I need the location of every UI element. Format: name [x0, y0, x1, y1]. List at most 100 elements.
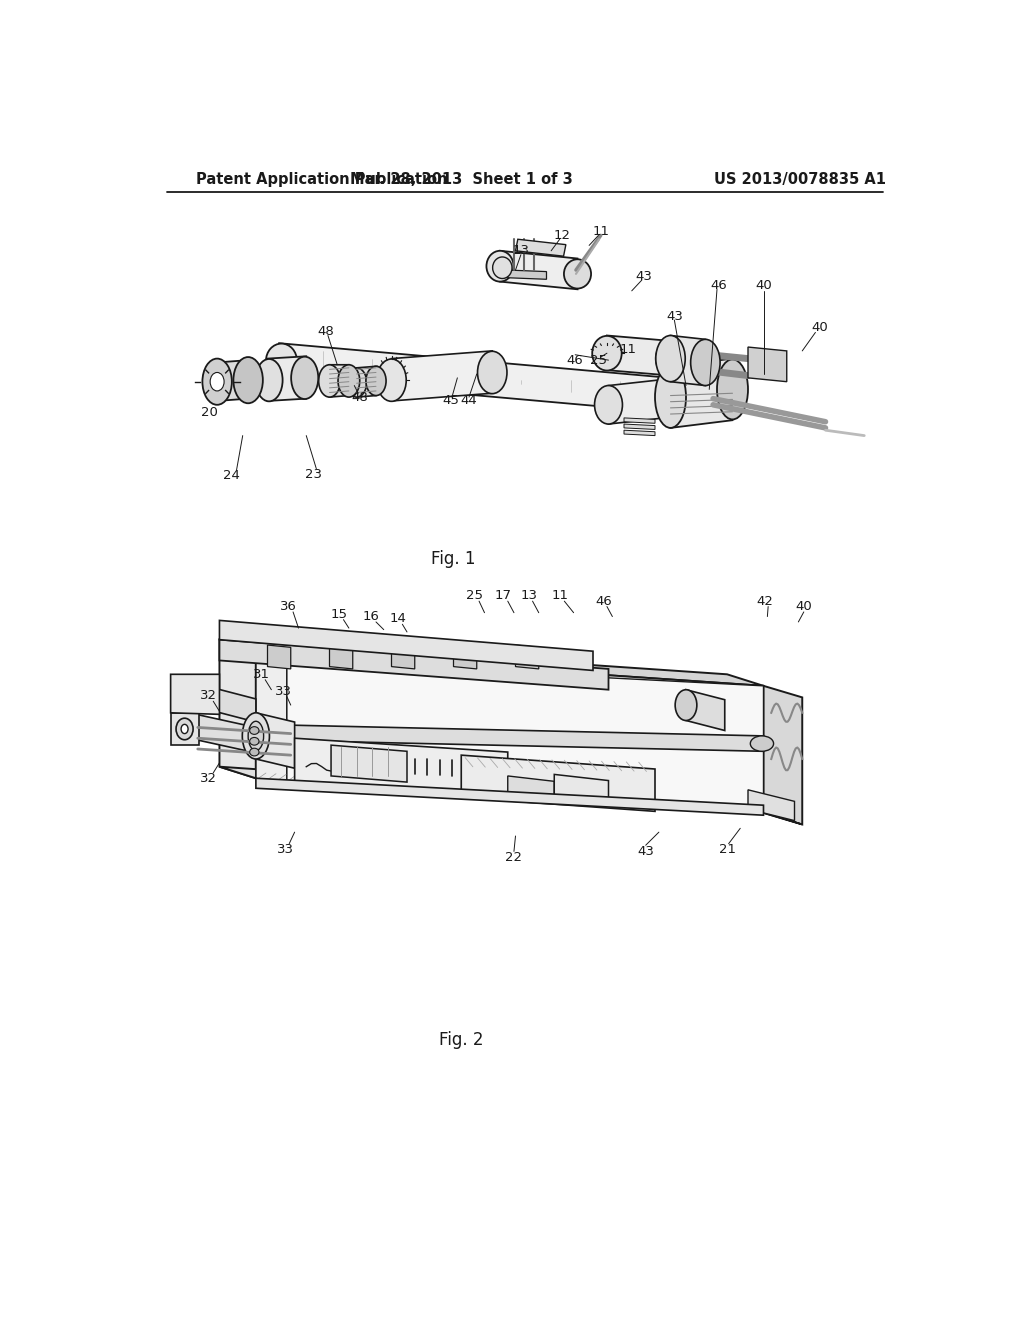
Polygon shape [171, 713, 200, 744]
Ellipse shape [486, 251, 514, 281]
Polygon shape [508, 776, 554, 801]
Text: 46: 46 [596, 594, 612, 607]
Polygon shape [256, 725, 764, 751]
Ellipse shape [176, 718, 194, 739]
Text: 17: 17 [495, 589, 512, 602]
Polygon shape [508, 271, 547, 280]
Ellipse shape [181, 682, 200, 705]
Text: Fig. 2: Fig. 2 [439, 1031, 483, 1049]
Text: 48: 48 [317, 325, 334, 338]
Polygon shape [515, 645, 539, 669]
Text: 48: 48 [351, 391, 368, 404]
Polygon shape [764, 686, 802, 825]
Text: 15: 15 [331, 607, 347, 620]
Polygon shape [219, 640, 256, 779]
Polygon shape [206, 686, 256, 722]
Ellipse shape [248, 721, 263, 751]
Polygon shape [280, 343, 713, 416]
Text: 46: 46 [711, 279, 727, 292]
Ellipse shape [477, 351, 507, 393]
Ellipse shape [655, 335, 685, 381]
Polygon shape [219, 640, 608, 689]
Polygon shape [554, 775, 608, 805]
Text: 36: 36 [280, 601, 297, 612]
Polygon shape [748, 347, 786, 381]
Text: 33: 33 [276, 843, 294, 857]
Ellipse shape [291, 356, 318, 399]
Polygon shape [686, 689, 725, 730]
Text: Fig. 1: Fig. 1 [431, 550, 476, 568]
Polygon shape [624, 430, 655, 436]
Text: 40: 40 [811, 321, 827, 334]
Ellipse shape [675, 690, 697, 721]
Text: 42: 42 [757, 594, 773, 607]
Polygon shape [330, 364, 349, 397]
Ellipse shape [366, 367, 386, 396]
Polygon shape [356, 367, 376, 397]
Text: 44: 44 [461, 395, 477, 408]
Ellipse shape [250, 738, 259, 744]
Ellipse shape [592, 335, 622, 371]
Ellipse shape [250, 726, 259, 734]
Text: 16: 16 [362, 610, 380, 623]
Polygon shape [267, 645, 291, 669]
Polygon shape [219, 767, 764, 813]
Ellipse shape [255, 359, 283, 401]
Polygon shape [671, 335, 706, 385]
Text: 22: 22 [506, 851, 522, 865]
Polygon shape [391, 645, 415, 669]
Polygon shape [256, 713, 295, 768]
Ellipse shape [233, 356, 263, 404]
Polygon shape [515, 239, 566, 256]
Text: Patent Application Publication: Patent Application Publication [197, 173, 447, 187]
Polygon shape [174, 678, 208, 709]
Ellipse shape [595, 385, 623, 424]
Text: 11: 11 [592, 224, 609, 238]
Polygon shape [171, 675, 219, 714]
Text: 46: 46 [567, 354, 584, 367]
Polygon shape [727, 801, 802, 825]
Ellipse shape [266, 343, 297, 379]
Polygon shape [500, 251, 578, 289]
Text: 24: 24 [222, 469, 240, 482]
Ellipse shape [751, 737, 773, 751]
Ellipse shape [346, 368, 367, 397]
Ellipse shape [564, 259, 591, 289]
Text: 21: 21 [719, 843, 735, 857]
Text: 11: 11 [620, 343, 636, 356]
Ellipse shape [655, 367, 686, 428]
Polygon shape [671, 359, 732, 428]
Text: 43: 43 [635, 269, 652, 282]
Text: Mar. 28, 2013  Sheet 1 of 3: Mar. 28, 2013 Sheet 1 of 3 [350, 173, 572, 187]
Polygon shape [391, 351, 493, 401]
Ellipse shape [203, 359, 231, 405]
Polygon shape [624, 424, 655, 429]
Text: 13: 13 [520, 589, 538, 602]
Text: 12: 12 [554, 228, 570, 242]
Text: 25: 25 [466, 589, 483, 602]
Polygon shape [287, 661, 764, 813]
Text: 32: 32 [200, 772, 217, 785]
Polygon shape [295, 738, 508, 796]
Text: 20: 20 [201, 407, 218, 418]
Ellipse shape [250, 748, 259, 756]
Polygon shape [219, 640, 764, 686]
Text: 11: 11 [552, 589, 569, 602]
Polygon shape [256, 779, 764, 816]
Text: 43: 43 [666, 310, 683, 323]
Text: 43: 43 [637, 845, 654, 858]
Polygon shape [624, 418, 655, 424]
Ellipse shape [690, 339, 720, 385]
Polygon shape [454, 645, 477, 669]
Text: 31: 31 [253, 668, 269, 681]
Polygon shape [461, 755, 655, 812]
Text: 23: 23 [305, 467, 322, 480]
Text: 45: 45 [442, 395, 459, 408]
Ellipse shape [243, 713, 269, 759]
Text: 32: 32 [200, 689, 217, 702]
Polygon shape [219, 620, 593, 671]
Polygon shape [607, 335, 671, 376]
Ellipse shape [181, 725, 188, 734]
Ellipse shape [338, 364, 359, 397]
Polygon shape [608, 374, 713, 424]
